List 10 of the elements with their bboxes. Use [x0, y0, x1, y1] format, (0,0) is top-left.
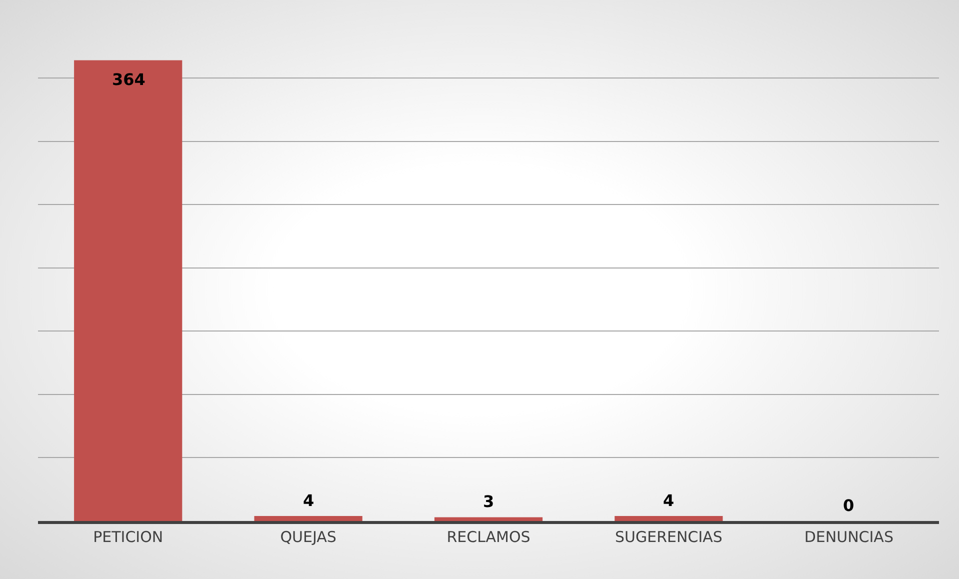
- data-label: 4: [663, 491, 674, 510]
- data-label: 0: [843, 496, 854, 515]
- data-label: 4: [303, 491, 314, 510]
- x-tick-label: PETICION: [93, 528, 164, 546]
- x-tick-label: QUEJAS: [280, 528, 336, 546]
- x-tick-label: SUGERENCIAS: [614, 528, 722, 546]
- data-label: 3: [483, 492, 494, 511]
- x-tick-label: DENUNCIAS: [804, 528, 894, 546]
- x-tick-label: RECLAMOS: [446, 528, 530, 546]
- data-label: 364: [112, 70, 146, 89]
